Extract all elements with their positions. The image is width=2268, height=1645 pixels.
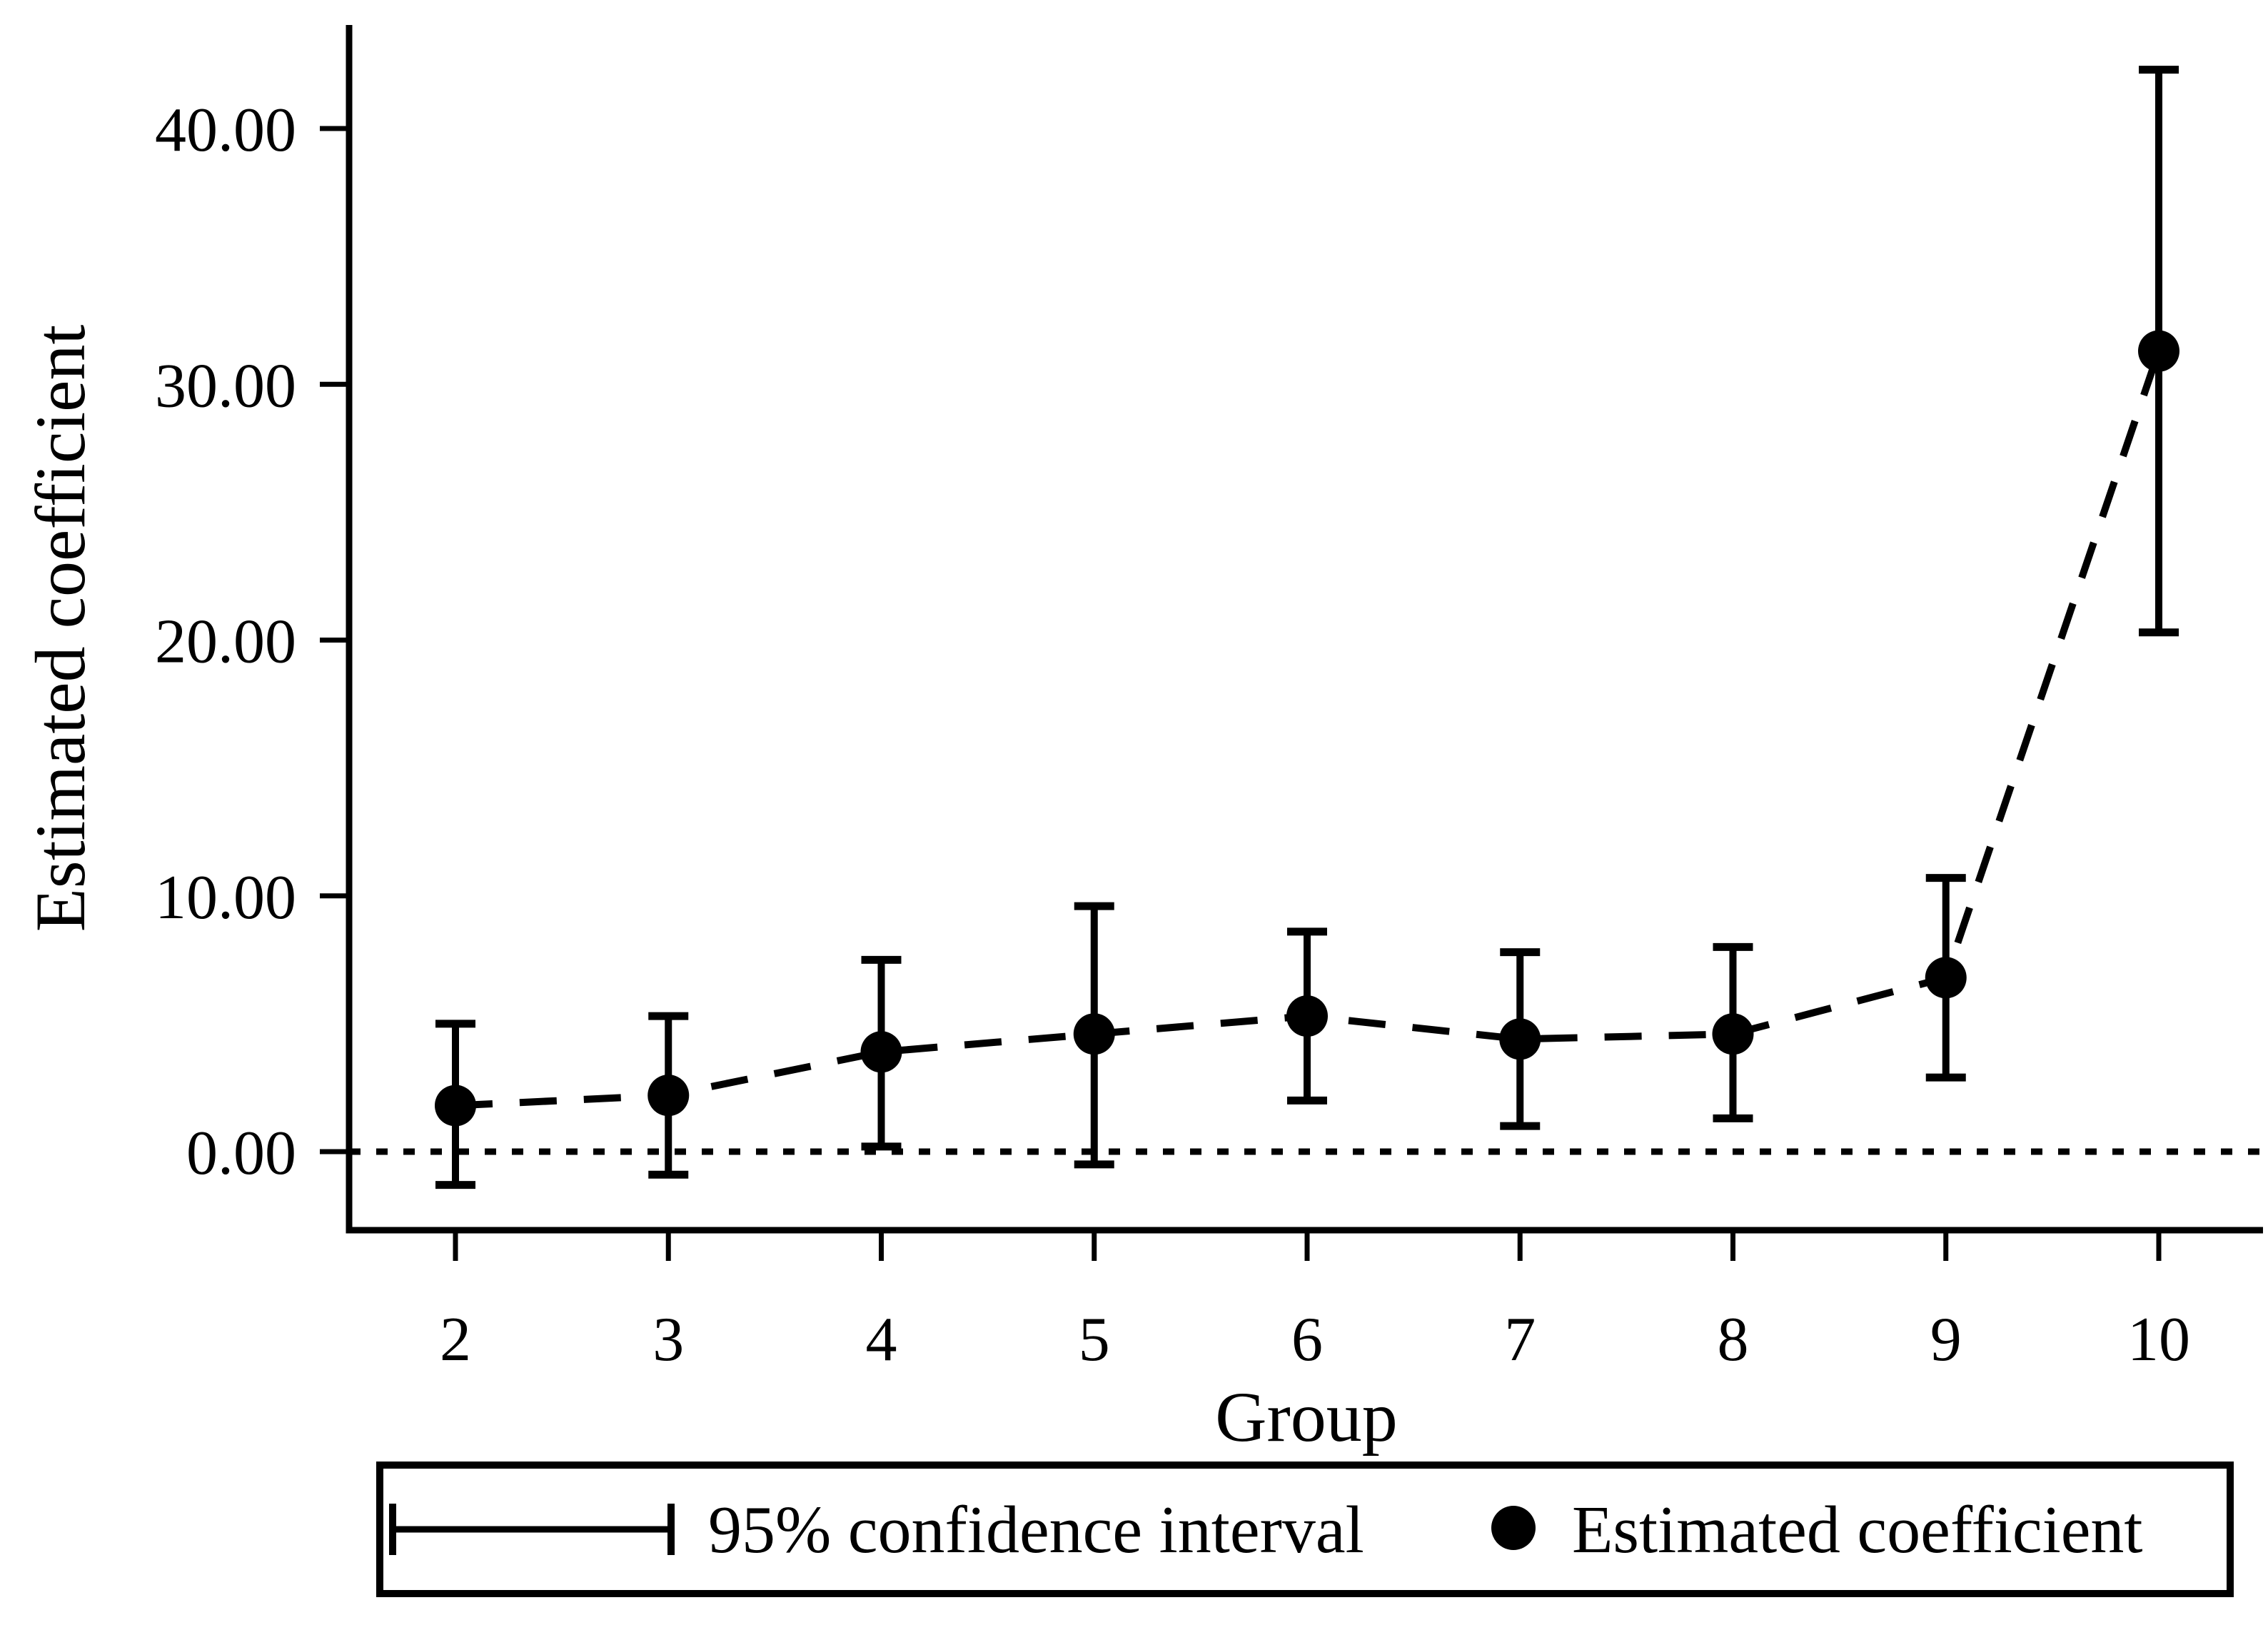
data-point-marker <box>1286 995 1328 1037</box>
y-tick-label: 0.00 <box>186 1119 296 1188</box>
point-estimates <box>435 330 2179 1127</box>
legend: 95% confidence interval Estimated coeffi… <box>376 1462 2234 1597</box>
x-tick-label: 9 <box>1930 1305 1962 1374</box>
data-point-marker <box>647 1075 690 1117</box>
y-tick-label: 40.00 <box>155 96 296 165</box>
data-point-marker <box>1499 1018 1541 1060</box>
data-point-marker <box>860 1031 902 1073</box>
y-axis-title: Estimated coefficient <box>21 324 100 932</box>
data-point-marker <box>1073 1013 1115 1055</box>
y-axis-ticks: 0.00 10.00 20.00 30.00 40.00 <box>155 96 349 1188</box>
x-tick-label: 4 <box>866 1305 897 1374</box>
x-tick-label: 6 <box>1291 1305 1323 1374</box>
x-tick-label: 2 <box>440 1305 471 1374</box>
x-axis: 2 3 4 5 6 7 8 9 10 Group <box>346 1227 2263 1457</box>
y-tick-label: 10.00 <box>155 863 296 932</box>
legend-ci-label: 95% confidence interval <box>708 1493 1364 1567</box>
data-point-marker <box>435 1085 476 1127</box>
y-tick-label: 20.00 <box>155 608 296 677</box>
y-axis: 0.00 10.00 20.00 30.00 40.00 Estimated coeff… <box>21 25 353 1234</box>
x-axis-ticks: 2 3 4 5 6 7 8 9 10 <box>440 1230 2190 1374</box>
data-point-marker <box>1925 957 1967 999</box>
data-point-marker <box>2138 330 2179 372</box>
x-tick-label: 10 <box>2127 1305 2190 1374</box>
x-tick-label: 3 <box>652 1305 684 1374</box>
legend-marker-label: Estimated coefficient <box>1572 1493 2143 1567</box>
legend-box <box>376 1462 2234 1597</box>
x-tick-label: 8 <box>1718 1305 1749 1374</box>
y-tick-label: 30.00 <box>155 351 296 421</box>
data-point-marker <box>1712 1013 1754 1055</box>
x-axis-title: Group <box>1215 1377 1398 1457</box>
x-tick-label: 7 <box>1504 1305 1536 1374</box>
x-tick-label: 5 <box>1079 1305 1110 1374</box>
legend-marker-symbol <box>1491 1506 1536 1550</box>
legend-ci-symbol <box>389 1504 675 1555</box>
